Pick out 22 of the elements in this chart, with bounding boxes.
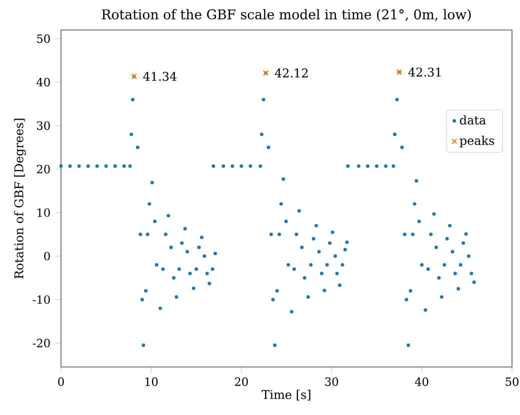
x-tick-label: 40 [414,377,428,386]
y-tick-label: 10 [38,208,50,217]
annotation: 42.31 [408,68,441,77]
x-tick-label: 10 [145,377,158,386]
x-axis-title: Time [s] [262,390,310,400]
legend-label: data [460,115,486,125]
x-tick-label: 0 [58,377,64,386]
x-tick-label: 20 [234,377,248,386]
y-tick-label: 20 [36,164,50,174]
y-tick-label: -10 [32,295,50,304]
x-tick-label: 50 [506,377,518,386]
y-tick-label: 40 [36,78,50,86]
x-tick-label: 30 [325,377,338,386]
y-axis-title: Rotation of GBF [Degrees] [14,118,26,279]
y-tick-label: 0 [44,252,50,260]
y-tick-label: 50 [37,34,50,43]
annotation: 41.34 [143,72,177,81]
annotation: 42.12 [274,68,308,78]
legend-label: peaks [460,136,494,148]
y-tick-label: -20 [32,338,50,348]
chart-title: Rotation of the GBF scale model in time (21°, 0m, low) [102,9,471,22]
y-tick-label: 30 [37,121,50,130]
